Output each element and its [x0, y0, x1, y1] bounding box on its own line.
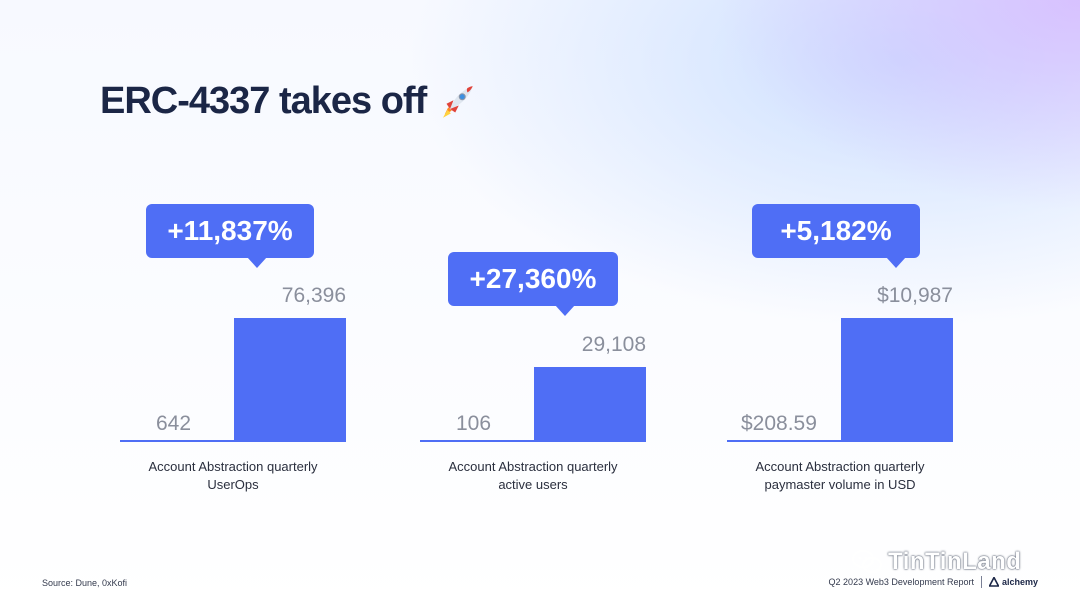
- baseline: [727, 440, 953, 442]
- page-title-text: ERC-4337 takes off: [100, 80, 427, 122]
- bar-after: [841, 318, 953, 442]
- brand: alchemy: [988, 577, 1038, 587]
- growth-label: +11,837%: [167, 215, 293, 246]
- caption-line: Account Abstraction quarterly: [755, 459, 925, 474]
- chart-panel-active-users: +27,360% 106 29,108 Account Abstraction …: [420, 200, 680, 500]
- watermark: TinTinLand: [852, 548, 1021, 576]
- value-label-after: 76,396: [281, 284, 346, 307]
- caption-line: active users: [498, 477, 568, 492]
- watermark-text: TinTinLand: [888, 548, 1022, 575]
- growth-label: +27,360%: [469, 263, 597, 294]
- chart-panel-paymaster-volume: +5,182% $208.59 $10,987 Account Abstract…: [727, 200, 987, 500]
- footer: Q2 2023 Web3 Development Report alchemy: [829, 576, 1038, 588]
- bar-after: [534, 367, 646, 442]
- baseline: [420, 440, 646, 442]
- caption-line: UserOps: [207, 477, 259, 492]
- wechat-icon: [852, 550, 882, 573]
- chart-caption: Account Abstraction quarterly paymaster …: [727, 458, 953, 494]
- caption-line: Account Abstraction quarterly: [448, 459, 618, 474]
- footer-divider: [980, 576, 982, 588]
- chart-panel-userops: +11,837% 642 76,396 Account Abstraction …: [120, 200, 380, 500]
- caption-line: paymaster volume in USD: [764, 477, 916, 492]
- value-label-before: 106: [456, 412, 492, 435]
- brand-name: alchemy: [1001, 577, 1038, 587]
- value-label-before: 642: [156, 412, 192, 435]
- alchemy-logo-icon: [988, 577, 999, 587]
- chart-caption: Account Abstraction quarterly active use…: [420, 458, 646, 494]
- growth-bubble: +5,182%: [752, 204, 920, 268]
- baseline: [120, 440, 346, 442]
- growth-label: +5,182%: [780, 215, 892, 246]
- growth-bubble: +27,360%: [448, 252, 618, 316]
- footer-report: Q2 2023 Web3 Development Report: [828, 577, 974, 587]
- value-label-after: $10,987: [877, 284, 953, 307]
- value-label-before: $208.59: [741, 412, 817, 435]
- caption-line: Account Abstraction quarterly: [148, 459, 318, 474]
- value-label-after: 29,108: [581, 333, 646, 356]
- growth-bubble: +11,837%: [146, 204, 314, 268]
- source-note: Source: Dune, 0xKofi: [42, 578, 128, 588]
- bar-after: [234, 318, 346, 442]
- page-title: ERC-4337 takes off: [100, 80, 478, 123]
- chart-caption: Account Abstraction quarterly UserOps: [120, 458, 346, 494]
- rocket-icon: [443, 85, 473, 118]
